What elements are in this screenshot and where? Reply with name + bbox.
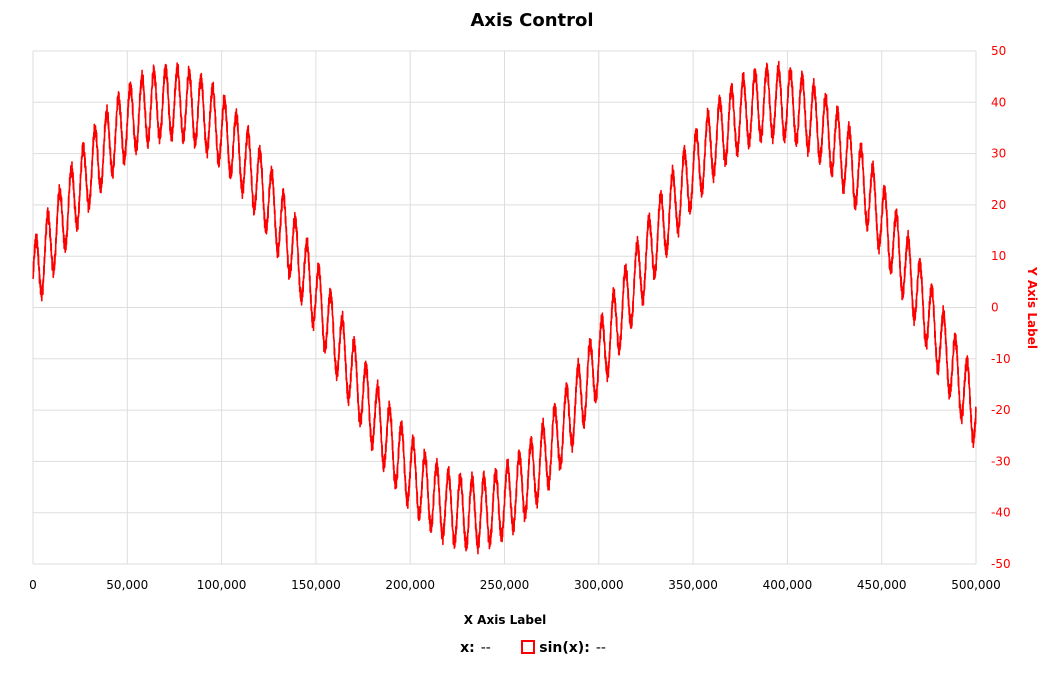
x-tick-label: 50,000 bbox=[106, 578, 148, 592]
legend-series-key: sin(x): bbox=[539, 640, 590, 656]
x-tick-label: 200,000 bbox=[385, 578, 435, 592]
y-tick-label: -40 bbox=[991, 506, 1011, 520]
legend-x-value: -- bbox=[480, 640, 491, 656]
chart-title: Axis Control bbox=[470, 10, 594, 31]
y-tick-label: 50 bbox=[991, 44, 1006, 58]
y-axis-label: Y Axis Label bbox=[1025, 266, 1039, 349]
y-tick-label: -50 bbox=[991, 557, 1011, 571]
legend-series-swatch bbox=[521, 640, 536, 654]
x-axis-ticks: 0 50,000 100,000 150,000 200,000 250,000 300,0… bbox=[29, 578, 1001, 592]
x-tick-label: 450,000 bbox=[857, 578, 907, 592]
legend-x-key: x: bbox=[460, 640, 475, 656]
y-tick-label: 10 bbox=[991, 249, 1006, 263]
legend-series-item[interactable]: sin(x): -- bbox=[521, 640, 606, 656]
x-axis-label: X Axis Label bbox=[464, 613, 546, 627]
x-tick-label: 500,000 bbox=[951, 578, 1001, 592]
x-tick-label: 0 bbox=[29, 578, 37, 592]
series-layer[interactable] bbox=[32, 60, 977, 555]
legend: x: -- sin(x): -- bbox=[0, 640, 1056, 656]
x-tick-label: 100,000 bbox=[197, 578, 247, 592]
legend-series-value: -- bbox=[595, 640, 606, 656]
y-tick-label: -10 bbox=[991, 352, 1011, 366]
series-line-sin-x[interactable] bbox=[32, 60, 977, 555]
y-tick-label: -20 bbox=[991, 403, 1011, 417]
y-tick-label: 0 bbox=[991, 301, 999, 315]
x-tick-label: 250,000 bbox=[480, 578, 530, 592]
y-tick-label: -30 bbox=[991, 454, 1011, 468]
x-tick-label: 150,000 bbox=[291, 578, 341, 592]
x-tick-label: 400,000 bbox=[763, 578, 813, 592]
x-tick-label: 300,000 bbox=[574, 578, 624, 592]
y-tick-label: 20 bbox=[991, 198, 1006, 212]
x-tick-label: 350,000 bbox=[668, 578, 718, 592]
y-tick-label: 40 bbox=[991, 95, 1006, 109]
y-axis-ticks: 50 40 30 20 10 0 -10 -20 -30 -40 -50 bbox=[991, 44, 1011, 571]
y-tick-label: 30 bbox=[991, 147, 1006, 161]
